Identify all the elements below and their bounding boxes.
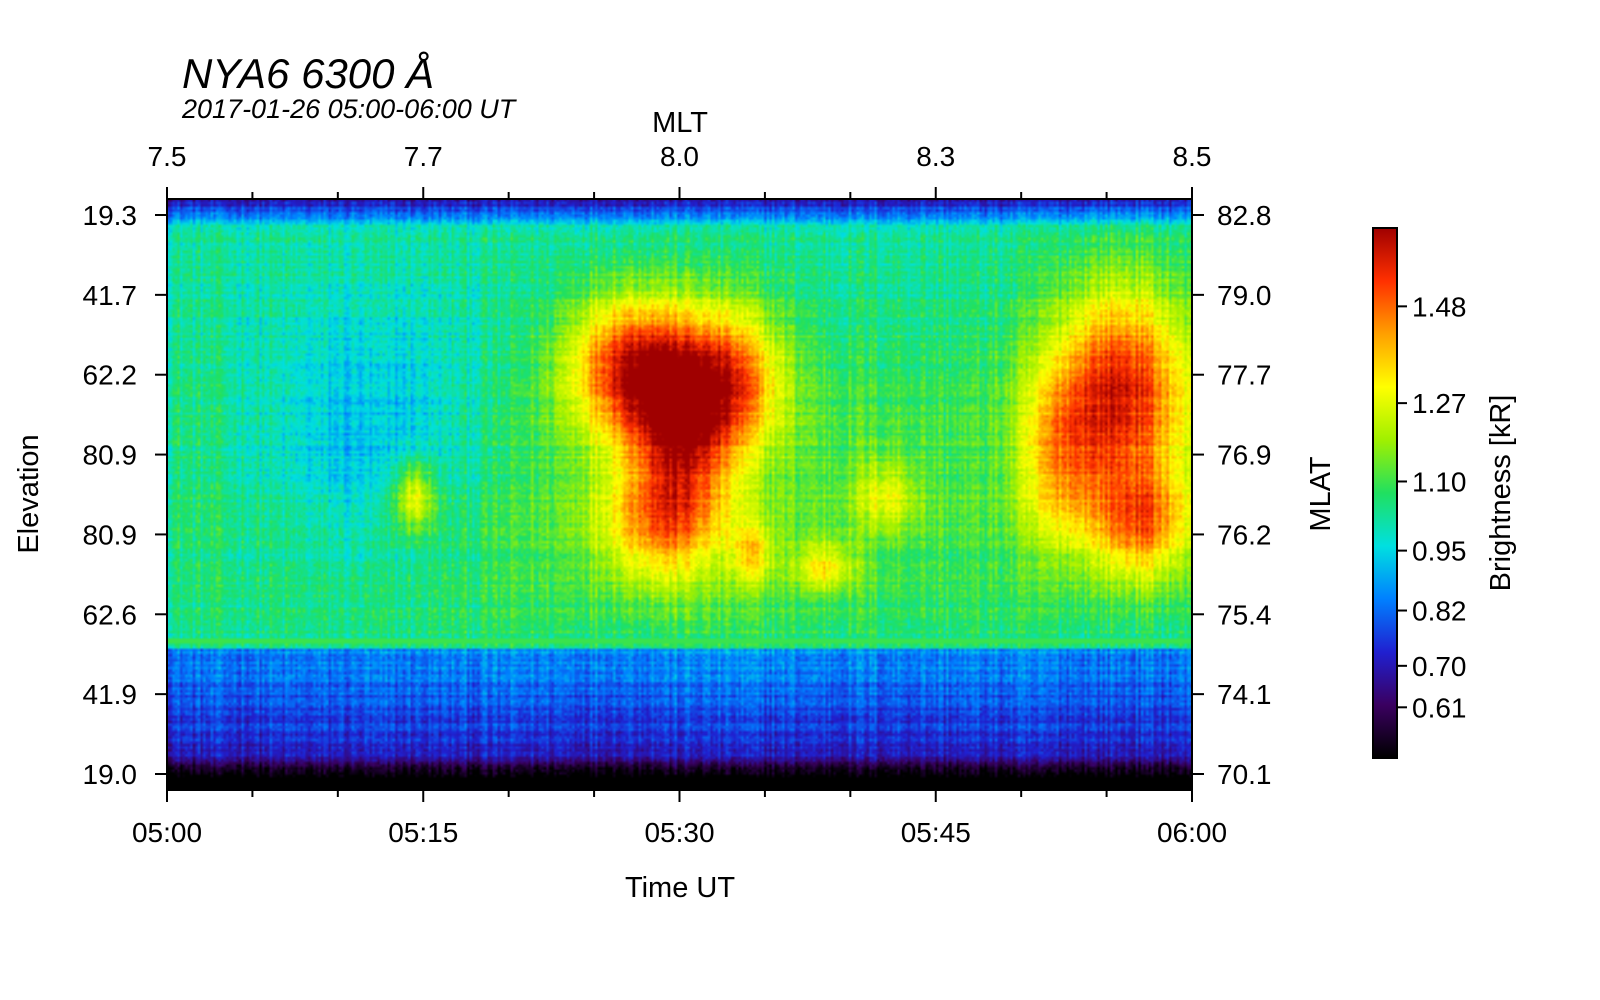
colorbar-tick-label: 1.48 xyxy=(1412,291,1467,322)
x-top-tick-label: 7.5 xyxy=(148,141,187,172)
x-tick-label: 06:00 xyxy=(1157,817,1227,848)
y-tick-label: 62.2 xyxy=(83,360,138,391)
colorbar xyxy=(1372,227,1398,759)
x-tick-label: 05:45 xyxy=(901,817,971,848)
x-top-tick-label: 8.0 xyxy=(660,141,699,172)
colorbar-tick-label: 1.10 xyxy=(1412,466,1467,497)
y-right-tick-label: 74.1 xyxy=(1217,679,1272,710)
axis-ticks: 05:00 7.5 05:15 7.7 05:30 8.0 05:45 8.3 06:00 8.5… xyxy=(83,141,1272,848)
y-tick-label: 19.3 xyxy=(83,200,138,231)
y-tick-label: 62.6 xyxy=(83,599,138,630)
colorbar-tick-label: 0.82 xyxy=(1412,596,1467,627)
x-top-tick-label: 8.5 xyxy=(1173,141,1212,172)
y-tick-label: 80.9 xyxy=(83,440,138,471)
y-right-tick-label: 82.8 xyxy=(1217,200,1272,231)
colorbar-tick-label: 0.95 xyxy=(1412,536,1467,567)
y-axis-label: Elevation xyxy=(13,434,45,553)
y-right-tick-label: 77.7 xyxy=(1217,360,1272,391)
heatmap xyxy=(167,199,1192,790)
y-tick-label: 19.0 xyxy=(83,759,138,790)
y-right-axis-label: MLAT xyxy=(1305,456,1337,531)
y-right-tick-label: 75.4 xyxy=(1217,599,1272,630)
y-tick-label: 41.7 xyxy=(83,280,138,311)
chart-subtitle: 2017-01-26 05:00-06:00 UT xyxy=(181,94,518,124)
colorbar-label: Brightness [kR] xyxy=(1485,395,1517,592)
x-top-axis-label: MLT xyxy=(652,107,708,139)
y-right-tick-label: 79.0 xyxy=(1217,280,1272,311)
x-tick-label: 05:30 xyxy=(644,817,714,848)
colorbar-ticks: 1.48 1.27 1.10 0.95 0.82 0.70 0.61 xyxy=(1397,291,1467,723)
x-axis-label: Time UT xyxy=(625,872,735,904)
x-top-tick-label: 7.7 xyxy=(404,141,443,172)
colorbar-tick-label: 0.70 xyxy=(1412,651,1467,682)
heatmap-image xyxy=(167,199,1192,790)
colorbar-tick-label: 1.27 xyxy=(1412,388,1467,419)
y-tick-label: 41.9 xyxy=(83,679,138,710)
x-tick-label: 05:15 xyxy=(388,817,458,848)
chart-title: NYA6 6300 Å xyxy=(182,50,434,97)
y-right-tick-label: 76.9 xyxy=(1217,440,1272,471)
x-top-tick-label: 8.3 xyxy=(916,141,955,172)
y-tick-label: 80.9 xyxy=(83,519,138,550)
colorbar-tick-label: 0.61 xyxy=(1412,692,1467,723)
y-right-tick-label: 70.1 xyxy=(1217,759,1272,790)
y-right-tick-label: 76.2 xyxy=(1217,519,1272,550)
x-tick-label: 05:00 xyxy=(132,817,202,848)
